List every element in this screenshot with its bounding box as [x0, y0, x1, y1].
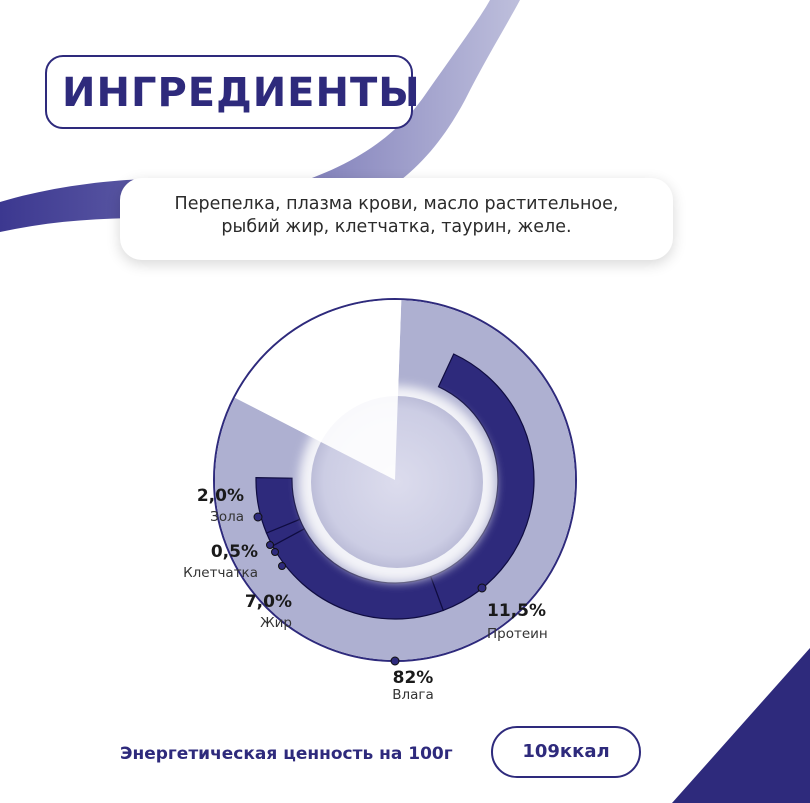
ash-marker	[253, 512, 263, 522]
moisture-value: 82%	[393, 668, 434, 688]
fiber-marker	[266, 541, 274, 549]
ash-label: Зола	[210, 509, 244, 525]
energy-label: Энергетическая ценность на 100г	[120, 744, 453, 764]
protein-ring-segment	[429, 353, 535, 612]
fiber-value: 0,5%	[211, 542, 258, 562]
corner-triangle	[672, 648, 810, 803]
energy-value: 109ккал	[522, 741, 610, 762]
protein-marker	[477, 583, 487, 593]
title-frame	[45, 55, 413, 129]
ash-value: 2,0%	[197, 486, 244, 506]
fat-label: Жир	[260, 615, 292, 631]
page-title: ИНГРЕДИЕНТЫ	[62, 70, 421, 116]
protein-value: 11,5%	[487, 601, 546, 621]
fat-marker	[278, 562, 286, 570]
protein-label: Протеин	[487, 626, 548, 642]
decorative-swoosh	[0, 0, 520, 232]
moisture-marker	[390, 656, 400, 666]
fat-value: 7,0%	[245, 592, 292, 612]
center-gap-sector	[318, 394, 398, 480]
ingredients-line-1: Перепелка, плазма крови, масло раститель…	[174, 194, 619, 214]
ingredients-card	[120, 178, 673, 260]
ingredients-line-2: рыбий жир, клетчатка, таурин, желе.	[221, 217, 572, 237]
fiber-marker-2	[271, 548, 279, 556]
ingredients-text: Перепелка, плазма крови, масло раститель…	[120, 193, 673, 239]
moisture-label: Влага	[392, 687, 434, 703]
energy-pill	[491, 726, 641, 778]
fiber-label: Клетчатка	[183, 565, 258, 581]
